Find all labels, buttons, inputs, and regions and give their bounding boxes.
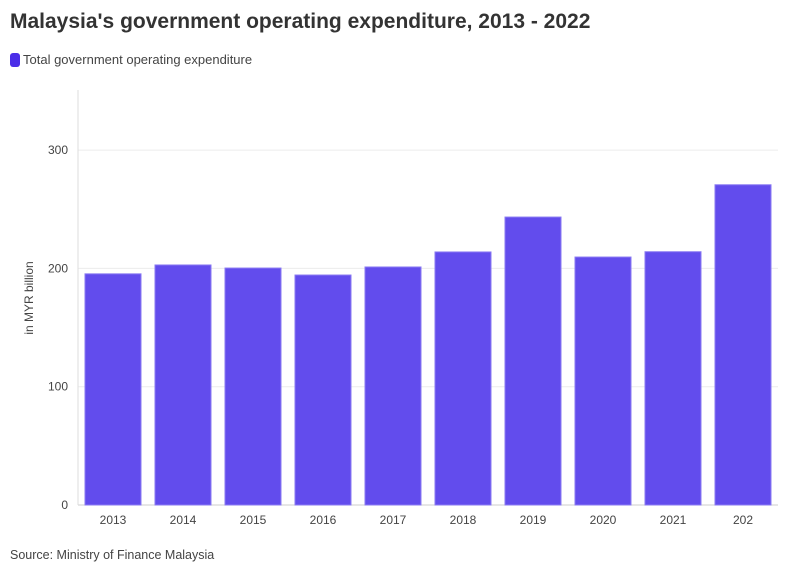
bar-2017 [364, 266, 422, 506]
y-tick-label: 200 [48, 261, 68, 275]
bar-2020 [574, 256, 632, 506]
legend: Total government operating expenditure [10, 52, 252, 67]
y-tick-label: 0 [61, 498, 68, 512]
bar-2015 [224, 267, 282, 506]
bar-2013 [84, 273, 142, 506]
y-tick-label: 300 [48, 143, 68, 157]
x-tick-label: 2017 [380, 513, 407, 527]
y-axis-label: in MYR billion [22, 261, 36, 334]
x-tick-label: 2018 [450, 513, 477, 527]
legend-label: Total government operating expenditure [23, 52, 253, 67]
legend-swatch [10, 52, 20, 67]
x-tick-label: 2019 [520, 513, 547, 527]
chart-title: Malaysia's government operating expendit… [10, 10, 591, 33]
x-tick-label: 2016 [310, 513, 337, 527]
x-tick-label: 2015 [240, 513, 267, 527]
bar-2014 [154, 264, 212, 506]
bar-2018 [434, 251, 492, 506]
source-note: Source: Ministry of Finance Malaysia [10, 548, 215, 562]
x-tick-label: 202 [733, 513, 753, 527]
x-tick-label: 2013 [100, 513, 127, 527]
x-tick-label: 2014 [170, 513, 197, 527]
bar-2019 [504, 216, 562, 506]
x-tick-label: 2020 [590, 513, 617, 527]
y-tick-label: 100 [48, 380, 68, 394]
bar-202 [714, 184, 772, 506]
bar-2016 [294, 274, 352, 506]
x-tick-label: 2021 [660, 513, 687, 527]
bar-2021 [644, 251, 702, 506]
